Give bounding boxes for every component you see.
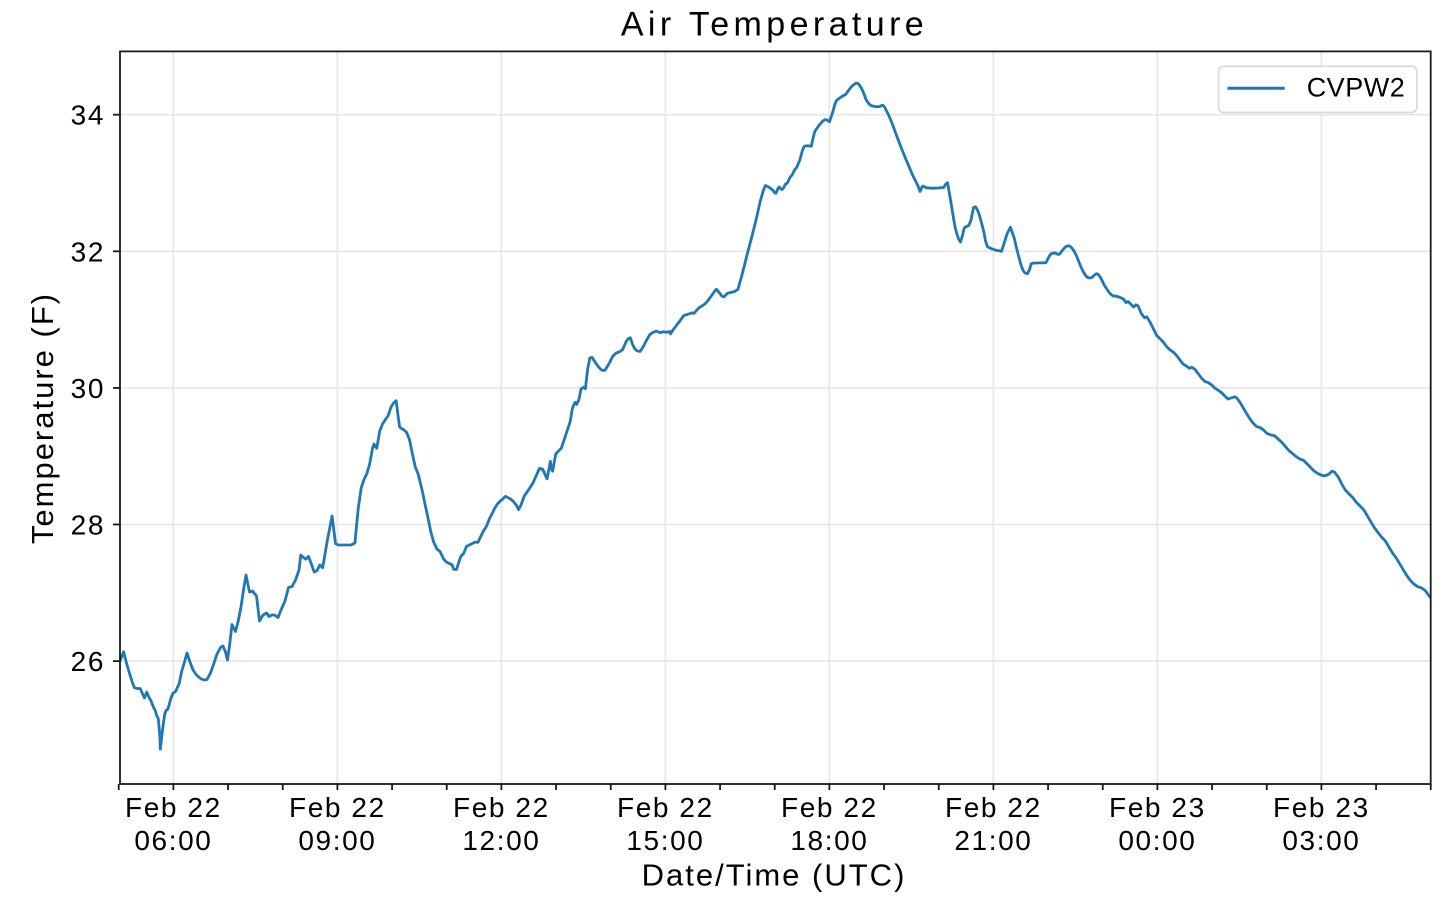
svg-text:Feb 23: Feb 23 [1109,792,1206,823]
svg-text:Feb 22: Feb 22 [125,792,222,823]
svg-text:09:00: 09:00 [298,825,376,856]
svg-text:15:00: 15:00 [626,825,704,856]
svg-text:12:00: 12:00 [462,825,540,856]
svg-text:34: 34 [71,100,105,131]
svg-text:00:00: 00:00 [1118,825,1196,856]
svg-text:21:00: 21:00 [954,825,1032,856]
svg-text:Feb 22: Feb 22 [289,792,386,823]
svg-text:28: 28 [71,510,105,541]
svg-text:30: 30 [71,373,105,404]
svg-text:32: 32 [71,236,105,267]
svg-text:CVPW2: CVPW2 [1307,73,1406,103]
svg-text:Feb 22: Feb 22 [781,792,878,823]
svg-text:Feb 22: Feb 22 [945,792,1042,823]
svg-text:Feb 22: Feb 22 [453,792,550,823]
svg-text:Feb 23: Feb 23 [1273,792,1370,823]
svg-text:Feb 22: Feb 22 [617,792,714,823]
svg-text:Air Temperature: Air Temperature [621,6,928,44]
svg-text:Temperature (F): Temperature (F) [25,292,60,544]
svg-text:Date/Time (UTC): Date/Time (UTC) [642,858,907,893]
svg-text:06:00: 06:00 [134,825,212,856]
svg-text:03:00: 03:00 [1282,825,1360,856]
svg-text:26: 26 [71,646,105,677]
svg-text:18:00: 18:00 [790,825,868,856]
